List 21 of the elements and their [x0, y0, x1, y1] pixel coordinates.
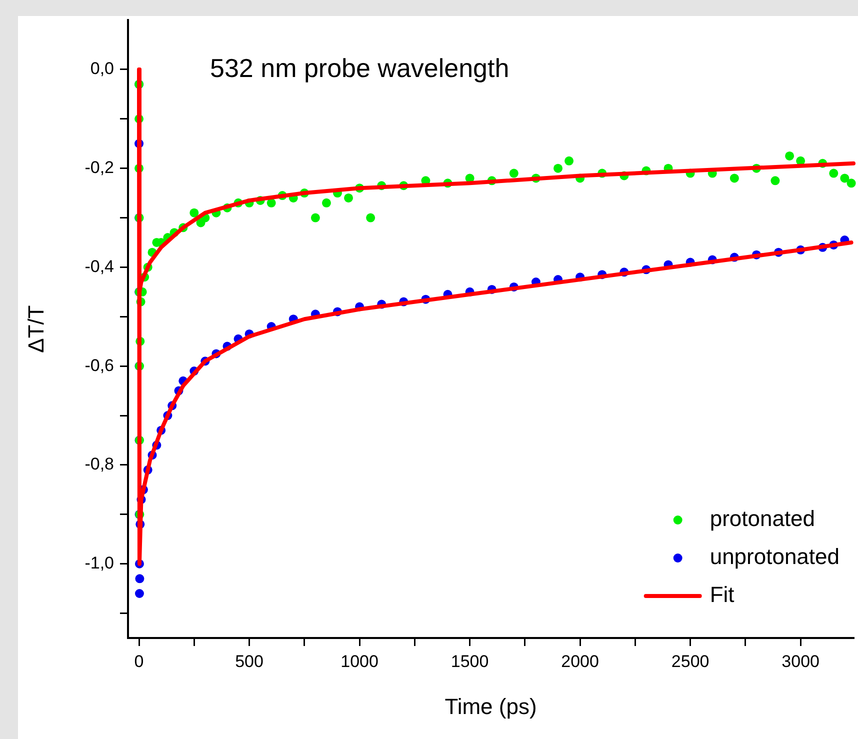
y-tick-label: -1,0 — [84, 554, 114, 573]
y-tick-label: -0,8 — [84, 454, 114, 474]
point — [135, 574, 144, 584]
x-tick-label: 3000 — [782, 652, 820, 671]
point — [134, 589, 144, 598]
annotation: 532 nm probe wavelength — [210, 53, 510, 84]
y-tick-label: 0,0 — [90, 59, 114, 78]
x-tick-label: 500 — [235, 652, 264, 671]
x-axis-title: Time (ps) — [444, 694, 537, 719]
x-tick-label: 2500 — [671, 652, 710, 671]
y-tick-label: -0,6 — [84, 356, 114, 375]
y-axis-title: ΔT/T — [23, 305, 48, 353]
x-tick-label: 1500 — [450, 652, 489, 671]
legend-label: unprotonated — [710, 544, 840, 570]
y-tick-label: -0,4 — [84, 256, 114, 276]
x-tick-label: 2000 — [561, 652, 599, 671]
legend-label: protonated — [710, 506, 816, 532]
legend-label: Fit — [710, 582, 734, 608]
x-tick-label: 1000 — [340, 652, 378, 671]
x-tick-label: 0 — [134, 652, 144, 671]
y-tick-label: -0,2 — [84, 158, 114, 178]
